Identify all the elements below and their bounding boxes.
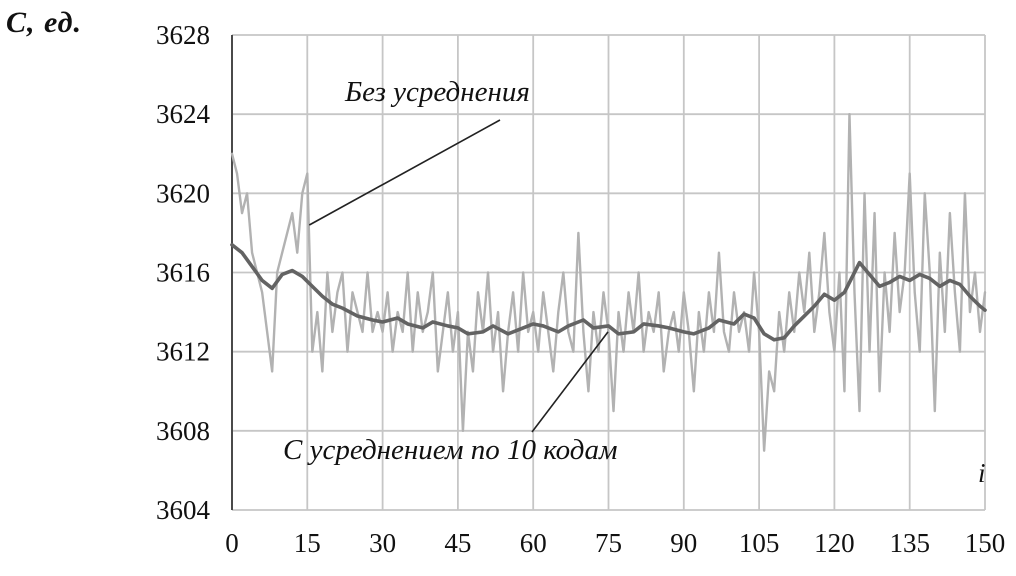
- annotation-averaged-10-codes: С усреднением по 10 кодам: [283, 434, 618, 466]
- y-tick-label: 3616: [156, 258, 210, 288]
- annotation-no-averaging: Без усреднения: [345, 76, 530, 108]
- x-tick-label: 105: [739, 528, 780, 558]
- leader-line-averaged: [531, 331, 609, 433]
- x-axis-title: i: [978, 458, 986, 488]
- x-tick-label: 60: [520, 528, 547, 558]
- leader-line-no-averaging: [308, 119, 501, 226]
- x-tick-label: 120: [814, 528, 855, 558]
- x-tick-label: 45: [444, 528, 471, 558]
- series-averaged-line: [230, 242, 987, 342]
- x-tick-label: 135: [889, 528, 930, 558]
- y-axis-title: C, ед.: [6, 6, 82, 39]
- y-tick-label: 3624: [156, 99, 211, 129]
- x-tick-label: 0: [225, 528, 239, 558]
- y-tick-label: 3608: [156, 416, 210, 446]
- x-tick-label: 30: [369, 528, 396, 558]
- x-tick-label: 15: [294, 528, 321, 558]
- series-no-averaging-line: [230, 112, 987, 452]
- x-tick-label: 90: [670, 528, 697, 558]
- y-tick-label: 3628: [156, 20, 210, 50]
- y-tick-label: 3612: [156, 337, 210, 367]
- y-tick-label: 3620: [156, 178, 210, 208]
- x-tick-label: 150: [965, 528, 1006, 558]
- y-tick-label: 3604: [156, 495, 211, 525]
- x-tick-label: 75: [595, 528, 622, 558]
